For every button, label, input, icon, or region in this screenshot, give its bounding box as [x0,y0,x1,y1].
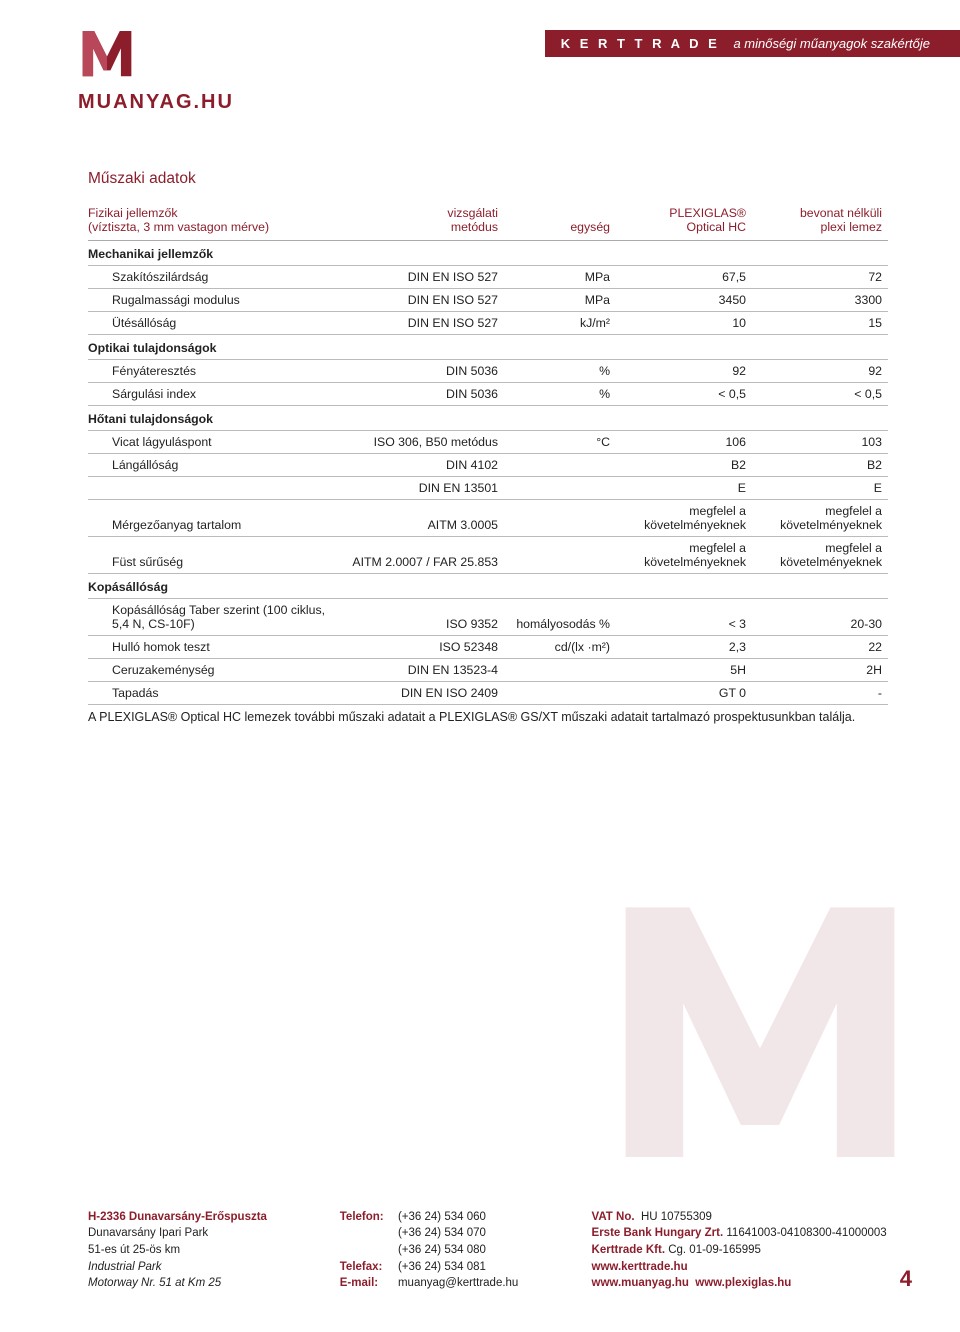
table-row: Fényáteresztés DIN 5036 % 92 92 [88,360,888,383]
brand-tagline: a minőségi műanyagok szakértője [733,36,930,51]
watermark-logo [600,869,920,1192]
content-area: Műszaki adatok Fizikai jellemzők (víztis… [88,170,888,727]
logo: MUANYAG.HU [78,24,234,114]
table-row: Füst sűrűség AITM 2.0007 / FAR 25.853 me… [88,537,888,574]
section-title: Műszaki adatok [88,170,888,188]
th-val1: PLEXIGLAS® Optical HC [616,202,752,241]
footer-legal: VAT No. HU 10755309 Erste Bank Hungary Z… [592,1209,888,1292]
table-row: Lángállóság DIN 4102 B2 B2 [88,454,888,477]
logo-text: MUANYAG.HU [78,91,234,114]
table-row: Tapadás DIN EN ISO 2409 GT 0 - [88,682,888,705]
table-row: Szakítószilárdság DIN EN ISO 527 MPa 67,… [88,266,888,289]
logo-mark [78,24,138,84]
footer-link-kerttrade[interactable]: www.kerttrade.hu [592,1261,688,1273]
header-banner: K E R T T R A D E a minőségi műanyagok s… [545,30,960,57]
footer: H-2336 Dunavarsány-Erőspuszta Dunavarsán… [88,1209,888,1292]
table-row: Rugalmassági modulus DIN EN ISO 527 MPa … [88,289,888,312]
footer-contact: Telefon: (+36 24) 534 060 (+36 24) 534 0… [340,1209,552,1292]
footer-link-plexiglas[interactable]: www.plexiglas.hu [695,1277,791,1289]
page-number: 4 [900,1266,912,1292]
th-property: Fizikai jellemzők (víztiszta, 3 mm vasta… [88,202,336,241]
table-row: Kopásállóság Taber szerint (100 ciklus, … [88,599,888,636]
group-mechanical: Mechanikai jellemzők [88,241,888,266]
group-optical: Optikai tulajdonságok [88,335,888,360]
brand-name: K E R T T R A D E [561,36,720,51]
table-row: Mérgezőanyag tartalom AITM 3.0005 megfel… [88,500,888,537]
table-row: Vicat lágyuláspont ISO 306, B50 metódus … [88,431,888,454]
table-row: Ütésállóság DIN EN ISO 527 kJ/m² 10 15 [88,312,888,335]
group-thermal: Hőtani tulajdonságok [88,406,888,431]
footer-link-muanyag[interactable]: www.muanyag.hu [592,1277,689,1289]
footnote: A PLEXIGLAS® Optical HC lemezek további … [88,709,888,727]
group-wear: Kopásállóság [88,574,888,599]
table-row: DIN EN 13501 E E [88,477,888,500]
table-row: Sárgulási index DIN 5036 % < 0,5 < 0,5 [88,383,888,406]
th-unit: egység [504,202,616,241]
th-val2: bevonat nélküli plexi lemez [752,202,888,241]
spec-table: Fizikai jellemzők (víztiszta, 3 mm vasta… [88,202,888,705]
table-row: Ceruzakeménység DIN EN 13523-4 5H 2H [88,659,888,682]
footer-address: H-2336 Dunavarsány-Erőspuszta Dunavarsán… [88,1209,300,1292]
th-method: vizsgálati metódus [336,202,504,241]
table-row: Hulló homok teszt ISO 52348 cd/(lx ·m²) … [88,636,888,659]
